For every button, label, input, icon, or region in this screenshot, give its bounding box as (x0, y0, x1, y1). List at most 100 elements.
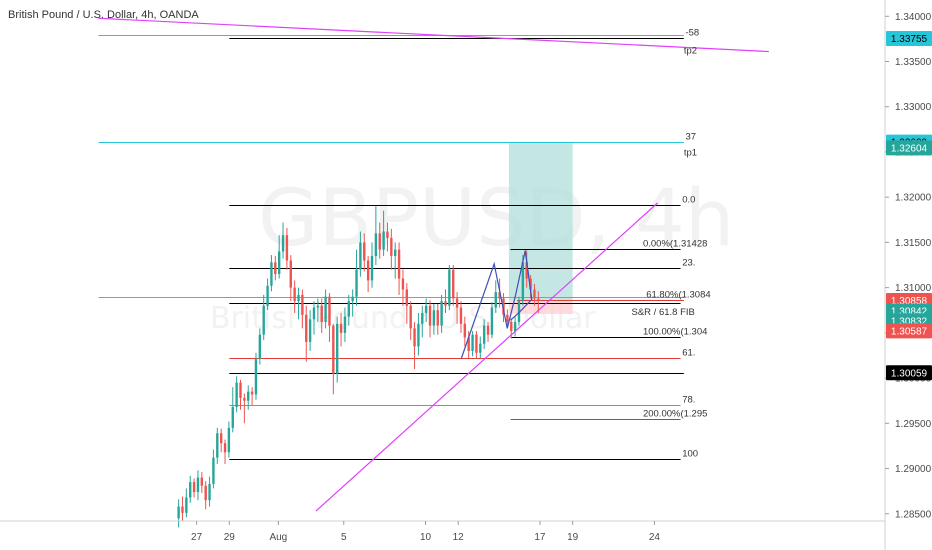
candle-body-13 (227, 427, 231, 453)
candle-body-29 (289, 260, 292, 288)
horizontal-levels[interactable] (98, 35, 684, 460)
candle-body-80 (486, 325, 490, 335)
x-tick-4: 10 (420, 532, 432, 543)
candle-body-44 (347, 301, 350, 317)
candle-body-33 (305, 314, 308, 342)
price-tag-5: 1.30832 (891, 316, 928, 327)
price-tags: 1.337551.326091.326041.308581.308421.308… (886, 30, 932, 381)
candle-body-9 (212, 457, 215, 484)
candle-body-22 (262, 305, 265, 335)
candle-body-47 (359, 242, 362, 270)
watermark-symbol: GBPUSD, 4h (258, 174, 734, 264)
price-axis[interactable]: 1.340001.335001.330001.325001.320001.315… (885, 12, 932, 520)
candle-body-70 (448, 269, 451, 306)
candle-body-37 (320, 305, 323, 323)
x-tick-1: 29 (224, 532, 236, 543)
trendline-1 (315, 202, 659, 512)
trendlines[interactable] (98, 17, 769, 512)
candle-body-92 (533, 289, 536, 299)
pattern-leg (524, 250, 533, 300)
candle-body-55 (390, 237, 393, 256)
x-tick-5: 12 (453, 532, 465, 543)
trendline-0 (98, 17, 769, 53)
level-label-7: 61.80%(1.3084 (646, 290, 710, 301)
candle-body-50 (370, 255, 374, 281)
level-label-10: 61. (682, 348, 695, 359)
candle-body-79 (482, 325, 486, 344)
side-label-2: S&R / 61.8 FIB (632, 307, 695, 318)
candle-body-28 (285, 235, 289, 261)
price-tag-bg-2 (886, 140, 932, 156)
x-tick-6: 17 (534, 532, 546, 543)
candle-body-67 (436, 310, 439, 326)
candle-body-65 (428, 305, 432, 326)
candle-body-2 (185, 497, 188, 513)
candle-body-86 (510, 322, 513, 332)
price-tag-2: 1.32604 (891, 143, 928, 154)
candle-body-4 (192, 482, 196, 493)
candle-body-31 (297, 294, 300, 302)
level-label-9: 100.00%(1.304 (643, 327, 707, 338)
candle-body-42 (339, 323, 343, 333)
candle-body-14 (231, 407, 234, 428)
candle-body-83 (498, 292, 501, 299)
y-tick-10: 1.29000 (895, 464, 932, 475)
y-tick-6: 1.31000 (895, 283, 932, 294)
candle-body-40 (332, 325, 335, 374)
level-label-12: 78. (682, 395, 695, 406)
price-tag-bg-0 (886, 30, 932, 46)
x-tick-2: Aug (269, 532, 287, 543)
candle-body-73 (459, 307, 463, 324)
candle-body-12 (223, 443, 227, 453)
y-tick-0: 1.34000 (895, 12, 932, 23)
candle-body-23 (266, 285, 269, 306)
candle-body-51 (374, 233, 378, 256)
y-tick-2: 1.33000 (895, 102, 932, 113)
price-tag-6: 1.30587 (891, 326, 928, 337)
candle-body-20 (254, 359, 258, 395)
candle-body-11 (219, 433, 223, 444)
y-tick-11: 1.28500 (895, 509, 932, 520)
candle-body-32 (301, 294, 304, 315)
candle-body-39 (328, 296, 331, 326)
candle-body-45 (351, 296, 354, 302)
level-label-0: -58 (685, 28, 699, 39)
x-tick-0: 27 (191, 532, 203, 543)
y-tick-9: 1.29500 (895, 419, 932, 430)
candle-body-18 (247, 391, 250, 401)
candle-body-6 (200, 477, 204, 486)
candle-body-66 (432, 310, 436, 326)
price-tag-7: 1.30059 (891, 368, 928, 379)
candle-body-75 (467, 337, 470, 351)
pattern-drawing[interactable] (460, 250, 533, 359)
candle-body-63 (421, 312, 424, 324)
price-tag-0: 1.33755 (891, 34, 928, 45)
candle-body-3 (189, 482, 192, 498)
level-label-4: 0.00%(1.31428 (643, 239, 707, 250)
candle-body-21 (258, 334, 262, 360)
candle-body-81 (490, 307, 494, 335)
candle-body-88 (517, 301, 521, 323)
x-tick-8: 24 (649, 532, 661, 543)
candle-body-71 (452, 269, 455, 299)
price-tag-4: 1.30842 (891, 306, 928, 317)
candle-body-62 (417, 323, 420, 347)
candle-body-84 (502, 298, 505, 315)
harmonic-pattern (460, 250, 533, 359)
candle-body-64 (424, 305, 428, 313)
candle-body-10 (216, 433, 219, 458)
candle-body-57 (397, 249, 401, 279)
candle-body-78 (479, 343, 482, 353)
candle-body-69 (444, 301, 447, 306)
candle-body-49 (366, 260, 370, 281)
candle-body-19 (250, 391, 254, 395)
candle-body-90 (525, 262, 528, 279)
candle-body-76 (471, 334, 474, 351)
level-label-13: 200.00%(1.295 (643, 409, 707, 420)
candle-body-74 (463, 323, 467, 338)
candle-body-54 (386, 231, 389, 238)
side-label-1: tp1 (684, 148, 697, 159)
candle-body-58 (401, 278, 405, 290)
time-axis[interactable]: 27 29 Aug 5 10 12 17 19 24 (191, 521, 660, 543)
